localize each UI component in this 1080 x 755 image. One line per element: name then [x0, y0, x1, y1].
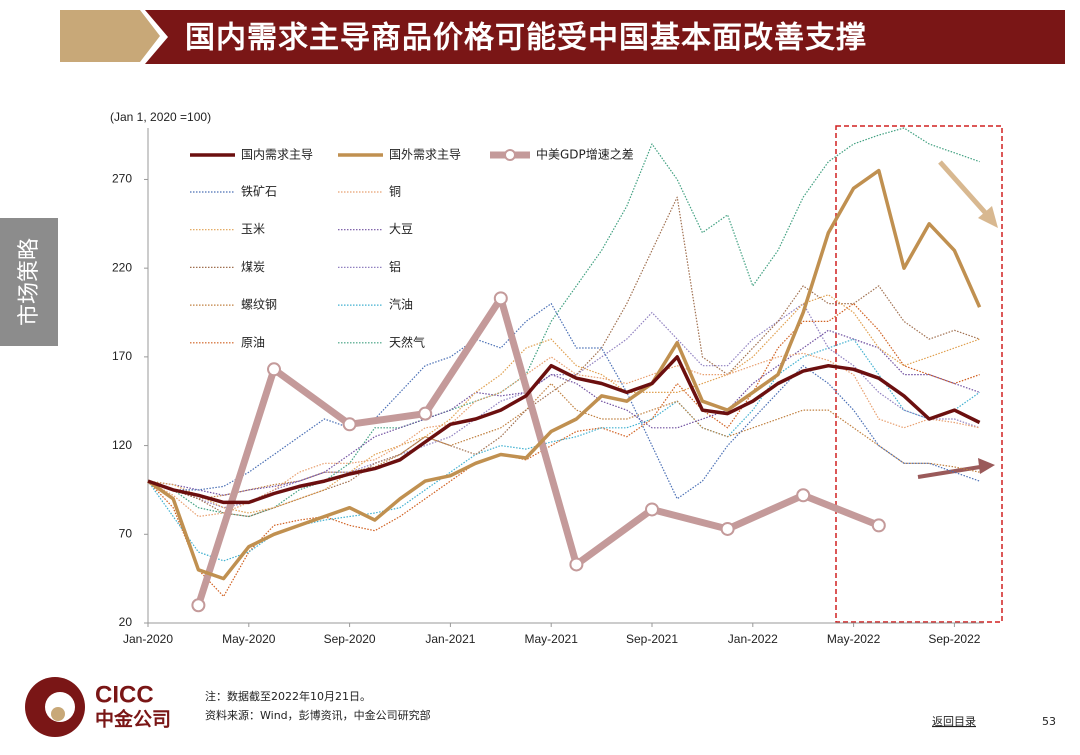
arrow-down-head [978, 206, 998, 228]
series-marker [569, 557, 584, 572]
series-marker [871, 518, 886, 533]
series-line [195, 294, 881, 607]
series-marker [493, 291, 508, 306]
legend-label: 大豆 [389, 222, 413, 236]
x-tick-label: May-2020 [222, 632, 276, 646]
series-line [147, 294, 980, 514]
arrow-flat-head [978, 458, 995, 474]
series-line [147, 329, 980, 496]
legend-label: 中美GDP增速之差 [536, 147, 634, 162]
y-tick-label: 220 [112, 260, 132, 274]
y-tick-label: 170 [112, 349, 132, 363]
series-marker [720, 521, 735, 536]
page-number: 53 [1042, 715, 1056, 728]
logo-en: CICC [95, 681, 154, 708]
y-axis-label: (Jan 1, 2020 =100) [110, 110, 211, 124]
legend-label: 原油 [241, 335, 265, 349]
x-tick-label: May-2021 [525, 632, 579, 646]
y-tick-label: 20 [119, 615, 133, 629]
series-line [146, 168, 982, 581]
x-tick-label: Jan-2022 [728, 632, 778, 646]
logo-dot [51, 707, 65, 721]
logo-cn: 中金公司 [95, 708, 171, 731]
legend-label: 国外需求主导 [389, 148, 461, 162]
series-marker [645, 502, 659, 517]
series-marker [267, 362, 281, 377]
legend-label: 天然气 [389, 334, 425, 349]
legend-marker [504, 149, 516, 161]
series-line [147, 303, 980, 598]
series-marker [191, 598, 206, 613]
legend-label: 铝 [389, 259, 401, 274]
series-line [147, 127, 980, 518]
side-tab-label: 市场策略 [17, 238, 42, 326]
legend-label: 汽油 [389, 297, 413, 312]
x-tick-label: Jan-2020 [123, 632, 173, 646]
y-tick-label: 120 [112, 438, 132, 452]
series-line [147, 196, 980, 518]
x-tick-label: Jan-2021 [425, 632, 475, 646]
series-line [147, 355, 981, 505]
x-tick-label: May-2022 [827, 632, 881, 646]
highlight-box [835, 125, 1003, 623]
legend-label: 螺纹钢 [241, 298, 277, 312]
x-tick-label: Sep-2022 [928, 632, 980, 646]
series-line [147, 382, 980, 500]
header-banner [145, 10, 1065, 64]
arrow-flat [917, 465, 981, 479]
arrow-down [938, 160, 992, 220]
header-tab [60, 10, 160, 62]
y-tick-label: 70 [119, 526, 133, 540]
y-tick-label: 270 [112, 172, 132, 186]
x-tick-label: Sep-2020 [324, 632, 376, 646]
side-tab [0, 218, 58, 346]
series-line [147, 303, 980, 509]
legend-label: 国内需求主导 [241, 148, 313, 162]
x-tick-label: Sep-2021 [626, 632, 678, 646]
legend-label: 煤炭 [241, 260, 265, 274]
plot: 20 70 120 170 220 270 Jan-2020 May-2020 Sep-2020… [112, 127, 984, 646]
series-line [147, 303, 980, 500]
source: 资料来源：Wind，彭博资讯，中金公司研究部 [205, 708, 431, 722]
series-line [147, 338, 980, 562]
series-marker [342, 417, 357, 432]
series-marker [418, 406, 433, 421]
footnote: 注：数据截至2022年10月21日。 [205, 689, 371, 703]
legend-label: 铜 [389, 184, 401, 199]
slide-title: 国内需求主导商品价格可能受中国基本面改善支撑 [185, 21, 867, 56]
series-marker [796, 488, 811, 503]
legend-label: 铁矿石 [241, 185, 277, 199]
back-link[interactable]: 返回目录 [932, 715, 976, 728]
legend-label: 玉米 [241, 222, 265, 236]
